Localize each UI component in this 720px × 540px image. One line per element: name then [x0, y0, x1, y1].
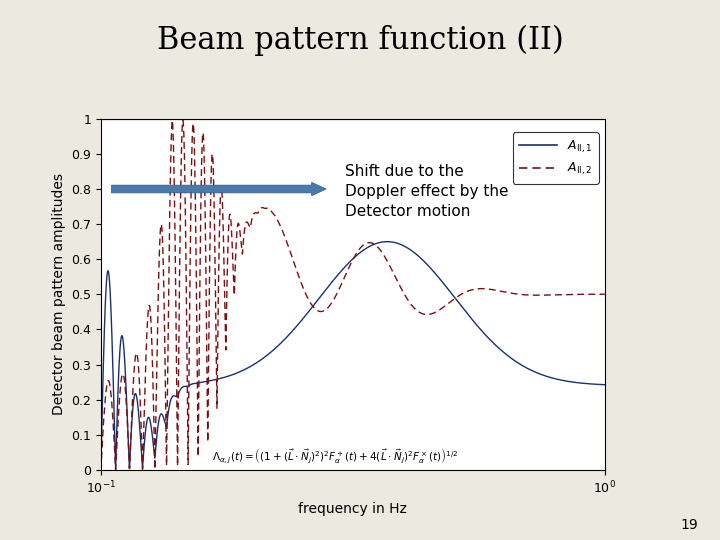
X-axis label: frequency in Hz: frequency in Hz — [298, 502, 408, 516]
Y-axis label: Detector beam pattern amplitudes: Detector beam pattern amplitudes — [52, 173, 66, 415]
Legend: $A_{\rm II,1}$, $A_{\rm II,2}$: $A_{\rm II,1}$, $A_{\rm II,2}$ — [513, 132, 598, 184]
Text: Shift due to the
Doppler effect by the
Detector motion: Shift due to the Doppler effect by the D… — [345, 164, 508, 219]
Text: 19: 19 — [680, 518, 698, 532]
Text: $\Lambda_{\alpha,j}(t) = \left((1 + (\vec{L}\cdot\vec{N}_j)^2)^2 F_\alpha^+(t) +: $\Lambda_{\alpha,j}(t) = \left((1 + (\ve… — [212, 447, 458, 466]
FancyArrow shape — [112, 183, 326, 195]
Text: Beam pattern function (II): Beam pattern function (II) — [157, 24, 563, 56]
